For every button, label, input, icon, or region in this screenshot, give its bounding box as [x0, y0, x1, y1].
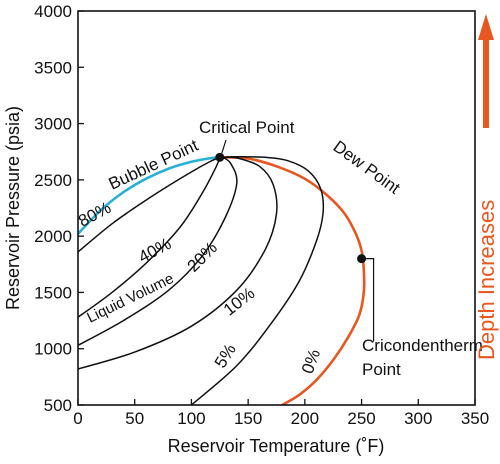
x-tick-label: 350	[461, 409, 489, 428]
cricondentherm-leader	[361, 258, 375, 342]
y-axis-title: Reservoir Pressure (psia)	[3, 106, 23, 310]
quality-label: 0%	[298, 347, 324, 377]
critical-point-label: Critical Point	[199, 118, 295, 137]
series-line-40	[78, 156, 221, 318]
series-line-10	[78, 156, 278, 370]
x-tick-label: 150	[234, 409, 262, 428]
annotation-layer: 80%40% 20%10%5% 0%	[75, 139, 375, 377]
cricondentherm-label-line2: Point	[362, 360, 401, 379]
liquid-volume-label: Liquid Volume	[84, 270, 176, 327]
series-line-dew-point	[218, 156, 366, 405]
series-line-20	[78, 156, 238, 347]
bubble-point-label: Bubble Point	[106, 136, 202, 194]
depth-increases-indicator: Depth Increases	[474, 14, 499, 360]
x-axis-title: Reservoir Temperature (˚F)	[168, 436, 385, 456]
y-tick-label: 3000	[34, 115, 72, 134]
x-tick-label: 300	[404, 409, 432, 428]
y-tick-label: 1000	[34, 340, 72, 359]
axis-ticks: 0 50 100 150 200 250 300 350 500 1000 1500 2000 2500…	[34, 2, 489, 428]
depth-increases-label: Depth Increases	[474, 200, 499, 360]
curve-group	[78, 156, 366, 405]
y-tick-label: 2500	[34, 171, 72, 190]
x-tick-label: 100	[177, 409, 205, 428]
depth-arrow-icon	[478, 14, 494, 40]
x-tick-label: 0	[73, 409, 82, 428]
series-line-5	[190, 156, 325, 405]
critical-point-leader	[221, 139, 227, 154]
y-tick-label: 1500	[34, 283, 72, 302]
x-tick-label: 250	[347, 409, 375, 428]
quality-label: 40%	[135, 234, 174, 267]
x-tick-label: 50	[125, 409, 144, 428]
plot-layer	[78, 156, 366, 405]
y-tick-label: 4000	[34, 2, 72, 21]
dew-point-label: Dew Point	[330, 137, 404, 198]
series-line-bubble-point	[78, 156, 222, 236]
quality-label: 10%	[220, 284, 259, 320]
x-tick-label: 200	[291, 409, 319, 428]
series-line-80	[78, 156, 221, 253]
cricondentherm-label-line1: Cricondentherm	[362, 336, 483, 355]
depth-arrow-shaft	[483, 38, 489, 128]
critical-point-marker	[215, 152, 225, 162]
y-tick-label: 500	[44, 396, 72, 415]
y-tick-label: 3500	[34, 58, 72, 77]
plot-frame	[77, 10, 476, 406]
y-tick-label: 2000	[34, 227, 72, 246]
